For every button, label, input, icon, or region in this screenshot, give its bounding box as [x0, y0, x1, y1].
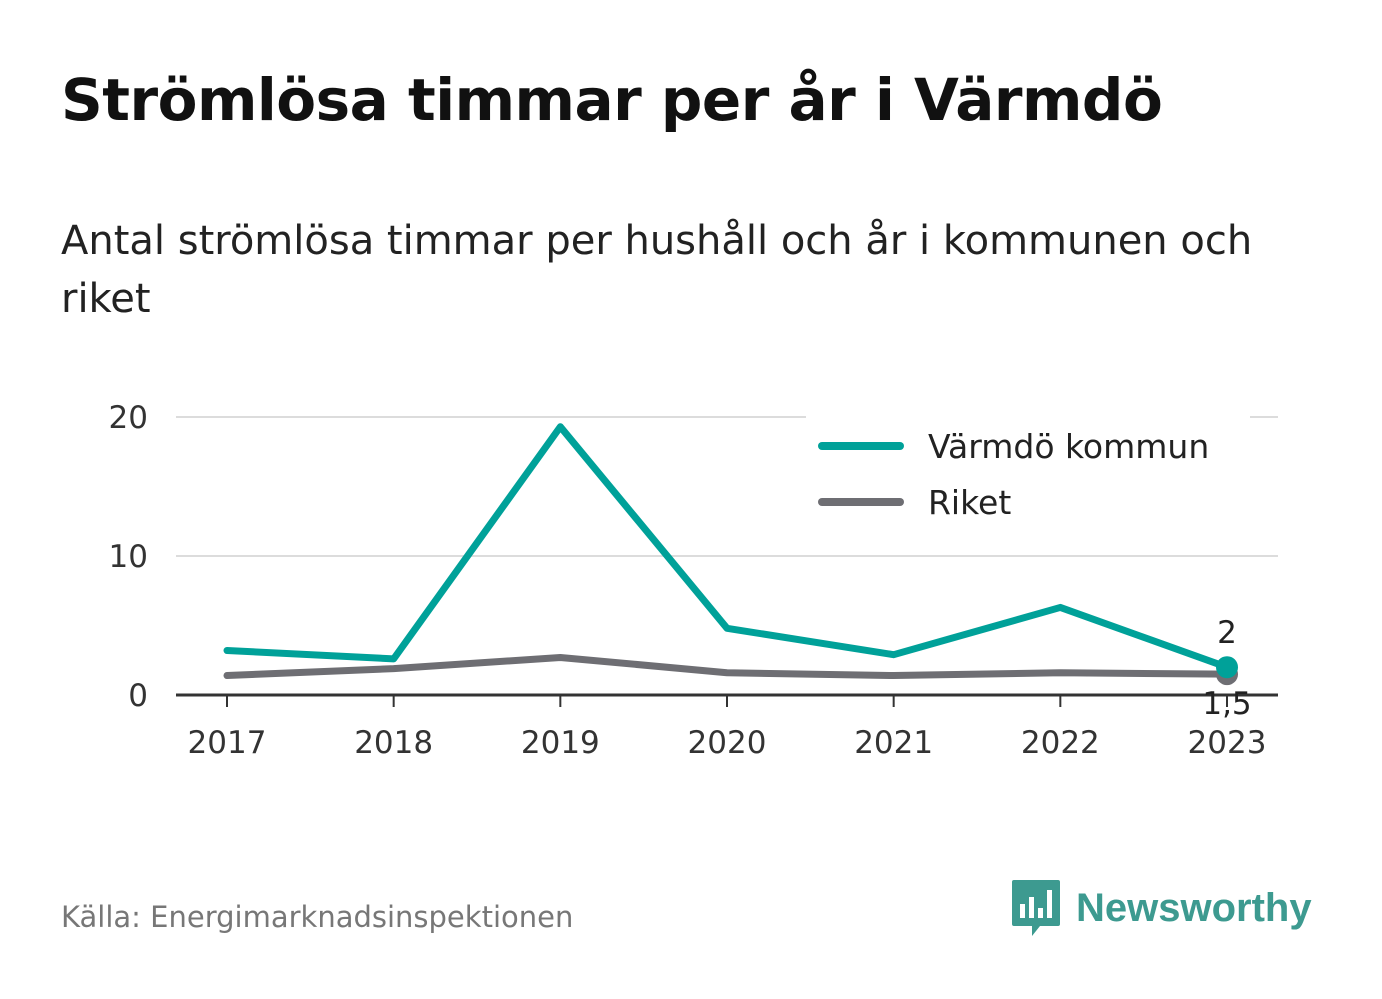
series-lines — [223, 423, 1238, 686]
source-note: Källa: Energimarknadsinspektionen — [61, 900, 574, 934]
legend-label: Värmdö kommun — [928, 427, 1209, 466]
x-tick-label: 2018 — [354, 725, 433, 761]
chart-title: Strömlösa timmar per år i Värmdö — [61, 66, 1163, 134]
chart-subtitle: Antal strömlösa timmar per hushåll och å… — [61, 218, 1253, 322]
x-tick-label: 2019 — [521, 725, 600, 761]
x-tick-label: 2017 — [188, 725, 267, 761]
legend-background — [806, 410, 1250, 538]
end-marker — [1216, 656, 1238, 679]
y-tick-label: 10 — [109, 539, 148, 575]
bar-chart-speech-bubble-icon — [1012, 880, 1060, 936]
brand-logo[interactable]: Newsworthy — [1010, 878, 1312, 938]
series-line-riket — [223, 653, 1231, 680]
x-tick-label: 2022 — [1021, 725, 1100, 761]
x-tick-label: 2021 — [854, 725, 933, 761]
end-labels: 21,5 — [1202, 615, 1251, 722]
x-axis: 2017 2018 2019 2020 2021 2022 2023 — [176, 693, 1278, 761]
brand-name: Newsworthy — [1076, 885, 1312, 930]
x-tick-label: 2020 — [688, 725, 767, 761]
end-value-label: 1,5 — [1202, 686, 1251, 722]
end-value-label: 2 — [1217, 615, 1237, 651]
legend: Värmdö kommun Riket — [806, 410, 1250, 538]
line-chart: 0 10 20 2017 2018 2019 2020 2021 2022 2023 Värmd… — [109, 400, 1278, 761]
y-axis: 0 10 20 — [109, 400, 148, 714]
x-tick-label: 2023 — [1188, 725, 1267, 761]
series-line-värmdö-kommun — [223, 423, 1231, 671]
y-tick-label: 0 — [128, 678, 148, 714]
legend-label: Riket — [928, 483, 1011, 522]
y-tick-label: 20 — [109, 400, 148, 436]
